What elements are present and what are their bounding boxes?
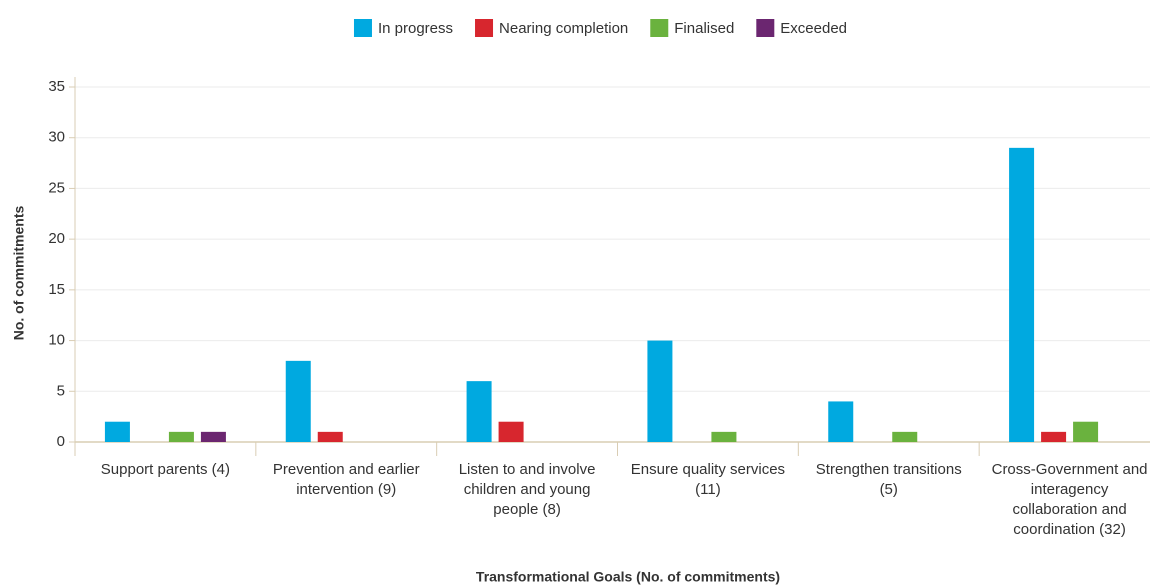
y-tick-label: 0 [57, 433, 65, 450]
bar [317, 431, 343, 442]
bar [1009, 147, 1035, 442]
y-tick-label: 10 [48, 332, 65, 349]
y-axis-title: No. of commitments [11, 206, 27, 341]
bar [168, 431, 194, 442]
bar [498, 421, 524, 442]
legend-swatch [475, 19, 494, 37]
x-tick-label: Support parents (4) [100, 461, 231, 478]
bar [200, 431, 226, 442]
legend-label: Exceeded [780, 20, 847, 37]
legend-label: Nearing completion [499, 20, 628, 37]
bar [892, 431, 918, 442]
x-tick-label: Ensure quality services (11) [630, 461, 786, 498]
legend-swatch [650, 19, 669, 37]
y-tick-label: 30 [48, 129, 65, 146]
y-tick-label: 25 [48, 179, 65, 196]
legend-swatch [353, 19, 372, 37]
x-axis-title: Transformational Goals (No. of commitmen… [476, 569, 780, 585]
bar [466, 381, 492, 442]
bar [1073, 421, 1099, 442]
y-tick-label: 35 [48, 78, 65, 95]
bar [1041, 431, 1067, 442]
x-tick-label: Cross-Government and interagency collabo… [991, 461, 1148, 538]
legend-label: Finalised [674, 20, 734, 37]
y-tick-label: 20 [48, 230, 65, 247]
legend-label: In progress [378, 20, 453, 37]
legend-swatch [756, 19, 775, 37]
y-tick-label: 5 [57, 382, 65, 399]
bar [828, 401, 854, 442]
bar [711, 431, 737, 442]
bar [104, 421, 130, 442]
x-tick-label: Prevention and earlier intervention (9) [272, 461, 420, 498]
x-tick-label: Strengthen transitions (5) [815, 461, 962, 498]
bar [285, 360, 311, 442]
x-tick-label: Listen to and involve children and young… [458, 461, 596, 518]
bar [647, 340, 673, 442]
y-tick-label: 15 [48, 281, 65, 298]
